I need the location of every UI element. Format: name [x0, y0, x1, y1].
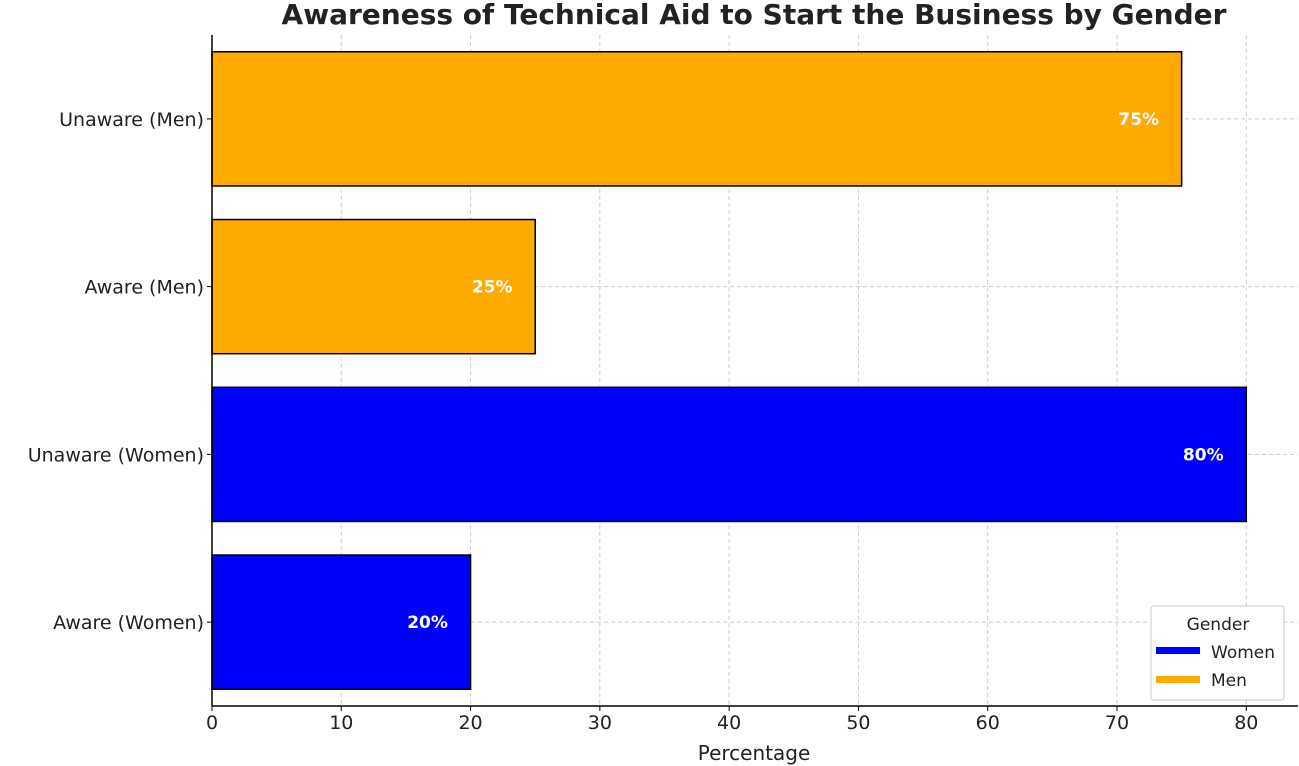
axes: 0 10 20 30 40 50 60 70 80 Aware (Women) Unaware (W… [28, 35, 1298, 734]
bar [211, 554, 472, 690]
y-tick-label: Aware (Men) [85, 277, 204, 299]
legend-swatch-men [1156, 676, 1200, 683]
x-tick-label: 40 [717, 712, 741, 734]
bars: 20% 80% 25% 75% [211, 51, 1248, 690]
x-axis-label: Percentage [698, 741, 811, 765]
x-tick-label: 10 [329, 712, 353, 734]
x-tick-label: 0 [206, 712, 218, 734]
y-tick-label: Unaware (Women) [28, 444, 204, 466]
y-tick-label: Unaware (Men) [59, 109, 204, 131]
x-tick-label: 60 [976, 712, 1000, 734]
chart-title: Awareness of Technical Aid to Start the … [282, 0, 1227, 31]
x-tick-label: 20 [458, 712, 482, 734]
bar [211, 386, 1248, 523]
legend: Gender Women Men [1150, 605, 1285, 701]
legend-label-women: Women [1211, 643, 1275, 663]
legend-label-men: Men [1211, 671, 1247, 691]
y-tick-label: Aware (Women) [53, 612, 204, 634]
bar-value-label: 80% [1183, 445, 1224, 465]
x-tick-label: 30 [588, 712, 612, 734]
legend-swatch-women [1156, 647, 1200, 654]
x-tick-label: 70 [1105, 712, 1129, 734]
bar-value-label: 25% [472, 278, 513, 298]
bar [211, 51, 1183, 187]
x-tick-label: 80 [1234, 712, 1258, 734]
legend-title: Gender [1187, 615, 1250, 635]
x-tick-label: 50 [846, 712, 870, 734]
bar-value-label: 75% [1118, 110, 1159, 130]
bar-value-label: 20% [407, 613, 448, 633]
